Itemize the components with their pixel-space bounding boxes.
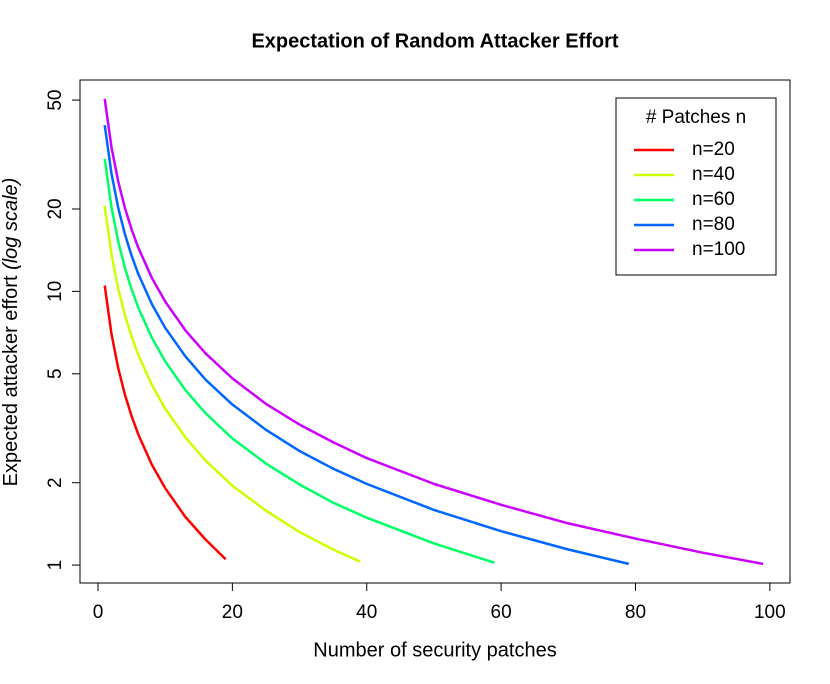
x-tick-label: 40 bbox=[356, 602, 377, 623]
legend-title: # Patches n bbox=[646, 107, 746, 128]
legend-label: n=60 bbox=[692, 189, 735, 210]
legend-label: n=40 bbox=[692, 164, 735, 185]
y-tick-label: 5 bbox=[45, 368, 66, 379]
series-line bbox=[103, 158, 495, 564]
legend-label: n=100 bbox=[692, 239, 745, 260]
y-tick-label: 2 bbox=[45, 477, 66, 488]
y-axis-label-note: (log scale) bbox=[0, 178, 22, 270]
y-tick-label: 10 bbox=[45, 281, 66, 302]
chart-title: Expectation of Random Attacker Effort bbox=[251, 30, 618, 52]
x-axis-label: Number of security patches bbox=[313, 639, 556, 661]
y-tick-label: 1 bbox=[45, 560, 66, 571]
x-tick-label: 80 bbox=[625, 602, 646, 623]
series-line bbox=[103, 205, 361, 563]
x-tick-label: 20 bbox=[222, 602, 243, 623]
x-tick-label: 100 bbox=[754, 602, 786, 623]
x-tick-label: 60 bbox=[491, 602, 512, 623]
legend-label: n=20 bbox=[692, 139, 735, 160]
legend-box bbox=[615, 97, 777, 276]
series-line bbox=[103, 124, 630, 566]
series-line bbox=[103, 285, 227, 561]
y-tick-label: 20 bbox=[45, 198, 66, 219]
y-tick-label: 50 bbox=[45, 90, 66, 111]
legend-label: n=80 bbox=[692, 214, 735, 235]
series-line bbox=[103, 98, 764, 566]
y-axis-label-main: Expected attacker effort bbox=[0, 275, 22, 486]
y-axis-label: Expected attacker effort (log scale) bbox=[0, 178, 22, 487]
x-tick-label: 0 bbox=[93, 602, 104, 623]
